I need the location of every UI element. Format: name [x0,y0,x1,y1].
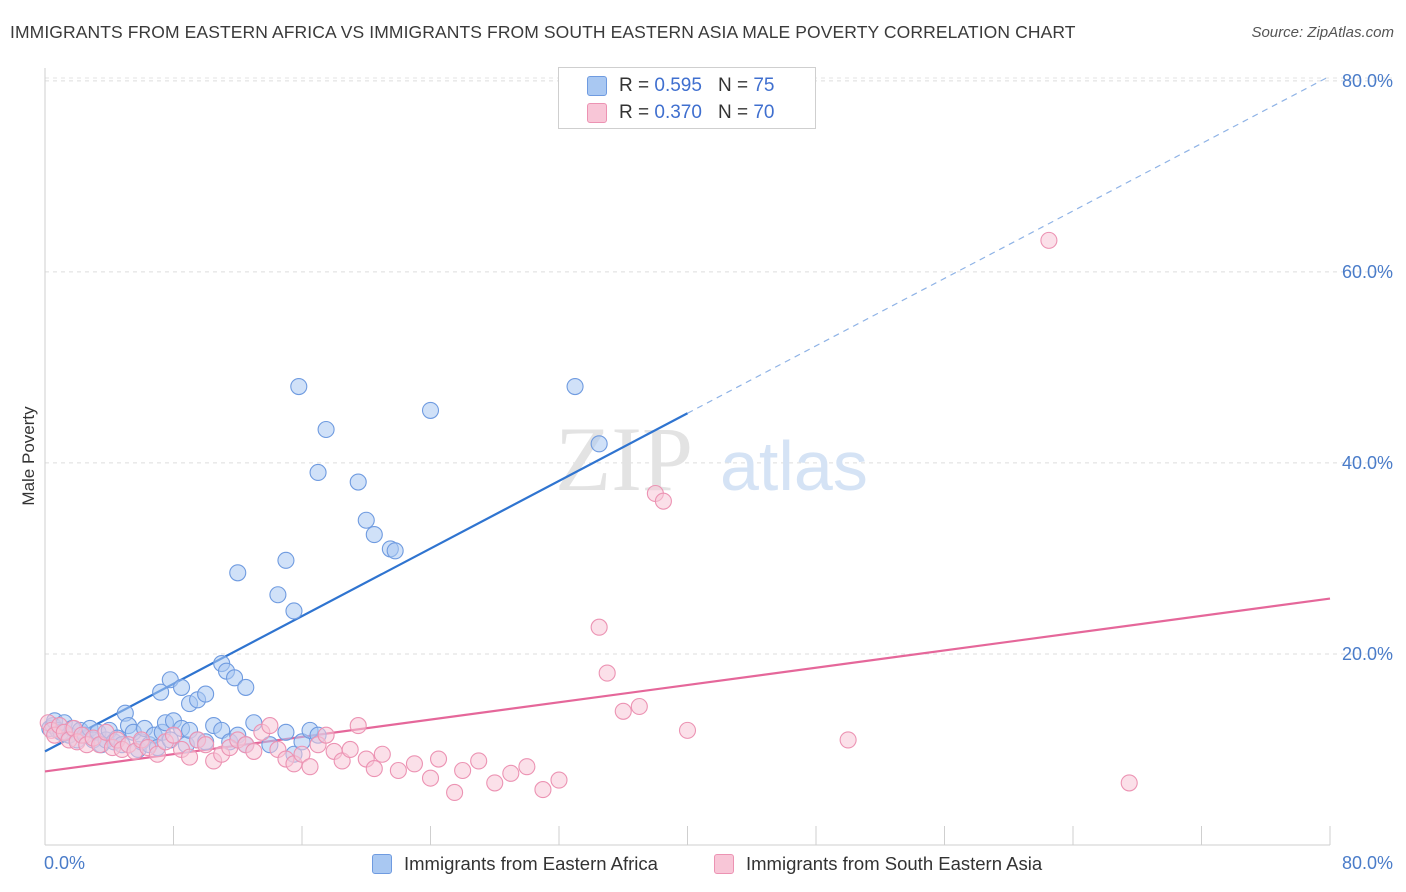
data-point [405,755,423,773]
data-point [486,774,504,792]
data-point [309,463,327,482]
data-point [550,771,568,789]
data-point [197,736,215,754]
watermark-zip: ZIP [555,408,693,510]
data-point [293,745,311,763]
data-point [454,761,472,780]
data-point [148,745,166,763]
y-tick-label: 20.0% [1342,644,1393,664]
chart-title: IMMIGRANTS FROM EASTERN AFRICA VS IMMIGR… [10,22,1076,42]
watermark-atlas: atlas [720,427,868,505]
data-point [277,551,295,569]
data-point [349,717,367,735]
data-point [317,726,335,744]
data-point [421,401,440,419]
data-point [261,717,279,735]
data-points [39,231,1138,802]
data-point [317,420,335,439]
series-swatch-blue [372,854,392,874]
data-point [269,586,287,604]
tick-labels: 20.0% 40.0% 60.0% 80.0% 0.0% 80.0% [44,71,1393,873]
data-point [290,377,308,396]
data-point [1120,774,1138,792]
trend-line-eastern-africa [44,412,689,753]
x-tick-label: 80.0% [1342,853,1393,873]
chart-source: Source: ZipAtlas.com [1251,24,1394,41]
trend-lines [44,75,1331,773]
data-point [839,731,857,749]
legend-swatch-blue [587,76,607,96]
data-point [373,745,391,763]
data-point [389,761,407,780]
data-point [502,764,520,782]
trend-line-south-eastern-asia [44,597,1331,773]
legend-n-value: 75 [753,75,775,96]
series-eastern-africa-points [41,377,608,763]
legend-row-eastern-africa: R = 0.595 N = 75 [587,73,774,99]
y-tick-label: 40.0% [1342,453,1393,473]
data-point [598,664,616,682]
data-point [349,473,367,491]
legend-r-label: R = [619,75,650,96]
data-point [421,769,440,787]
data-point [277,723,295,741]
data-point [164,726,183,744]
data-point [237,678,255,696]
legend-swatch-pink [587,103,607,123]
data-point [654,492,672,510]
legend-row-south-eastern-asia: R = 0.370 N = 70 [587,100,774,126]
gridlines [45,77,1392,655]
series-legend-south-eastern-asia[interactable]: Immigrants from South Eastern Asia [714,850,1042,878]
data-point [181,748,199,766]
data-point [365,526,383,544]
data-point [518,758,536,776]
series-legend: Immigrants from Eastern Africa Immigrant… [0,850,1406,880]
legend-n-value: 70 [753,102,775,123]
data-point [566,377,584,396]
legend-r-value: 0.370 [654,102,702,123]
data-point [630,697,648,716]
data-point [386,542,404,560]
data-point [152,683,170,701]
data-point [357,511,375,529]
y-tick-label: 80.0% [1342,71,1393,91]
legend-r-label: R = [619,102,650,123]
data-point [225,669,244,687]
legend-r-value: 0.595 [654,75,702,96]
data-point [365,760,383,778]
data-point [470,752,488,770]
watermark: ZIP atlas [555,408,868,510]
y-axis-title: Male Poverty [19,406,38,506]
data-point [446,783,464,802]
legend-n-label: N = [717,102,749,123]
x-tick-label: 0.0% [44,853,85,873]
data-point [590,618,608,636]
data-point [678,721,697,739]
data-point [590,435,608,453]
data-point [229,564,247,582]
series-legend-eastern-africa[interactable]: Immigrants from Eastern Africa [372,850,658,878]
data-point [429,750,448,768]
series-label-eastern-africa: Immigrants from Eastern Africa [404,853,658,874]
data-point [197,685,215,703]
data-point [301,758,319,776]
data-point [245,742,263,760]
data-point [341,740,359,759]
legend-n-label: N = [717,75,749,96]
data-point [1040,231,1058,249]
series-south-eastern-asia-points [39,231,1138,802]
data-point [534,781,552,799]
y-tick-label: 60.0% [1342,262,1393,282]
series-label-south-eastern-asia: Immigrants from South Eastern Asia [746,853,1043,874]
data-point [285,602,303,620]
data-point [172,678,191,696]
series-swatch-pink [714,854,734,874]
correlation-legend: R = 0.595 N = 75 R = 0.370 N = 70 [558,67,816,129]
data-point [614,702,632,720]
